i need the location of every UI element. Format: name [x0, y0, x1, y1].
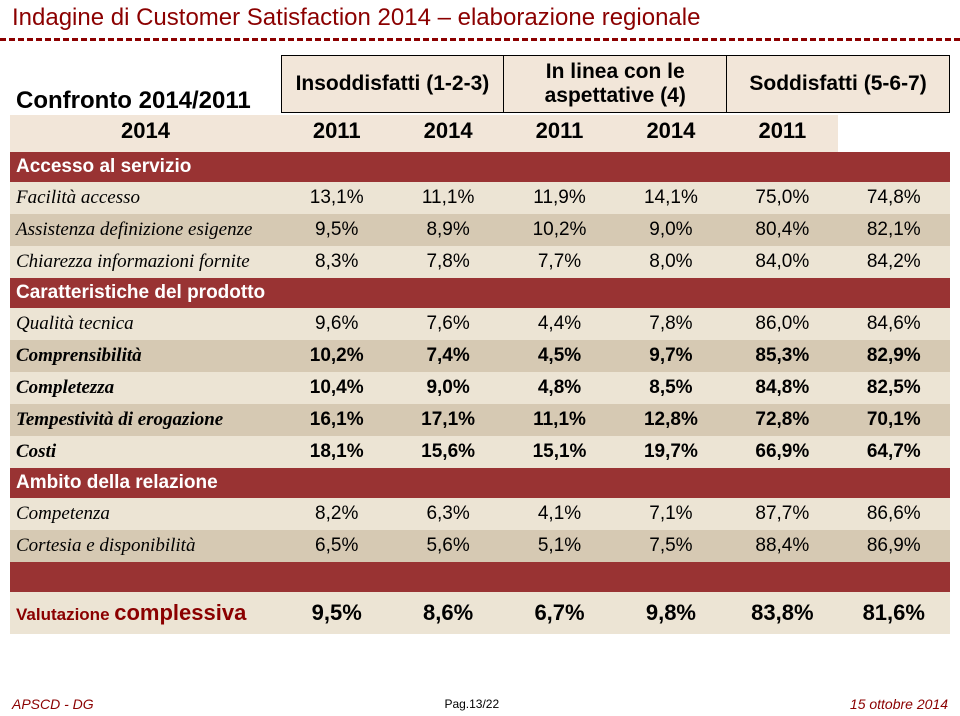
comparison-table-wrap: Confronto 2014/2011Insoddisfatti (1-2-3)… [0, 41, 960, 634]
table-cell: 82,9% [838, 340, 949, 372]
table-cell: 9,7% [615, 340, 726, 372]
footer-date: 15 ottobre 2014 [850, 696, 948, 712]
table-cell: 19,7% [615, 436, 726, 468]
summary-cell: 6,7% [504, 592, 615, 634]
comparison-table: Confronto 2014/2011Insoddisfatti (1-2-3)… [10, 55, 950, 634]
table-cell: 5,1% [504, 530, 615, 562]
table-cell: 17,1% [392, 404, 503, 436]
table-row-label: Assistenza definizione esigenze [10, 214, 281, 246]
table-cell: 10,2% [504, 214, 615, 246]
table-cell: 8,9% [392, 214, 503, 246]
table-cell: 9,0% [392, 372, 503, 404]
section-2: Ambito della relazione [10, 468, 950, 498]
table-cell: 7,6% [392, 308, 503, 340]
table-cell: 9,6% [281, 308, 392, 340]
table-cell: 8,5% [615, 372, 726, 404]
compare-label: Confronto 2014/2011 [10, 56, 281, 115]
summary-cell: 9,5% [281, 592, 392, 634]
table-cell: 7,8% [392, 246, 503, 278]
table-cell: 18,1% [281, 436, 392, 468]
table-cell: 4,5% [504, 340, 615, 372]
table-cell: 4,8% [504, 372, 615, 404]
table-cell: 13,1% [281, 182, 392, 214]
col-year-0-1: 2011 [281, 115, 392, 152]
table-row-label: Tempestività di erogazione [10, 404, 281, 436]
table-cell: 84,2% [838, 246, 949, 278]
col-year-2-1: 2011 [727, 115, 838, 152]
footer-page: Pag.13/22 [444, 697, 499, 711]
table-row-label: Facilità accesso [10, 182, 281, 214]
table-cell: 86,9% [838, 530, 949, 562]
col-group-1: In linea con le aspettative (4) [504, 56, 727, 113]
table-cell: 15,1% [504, 436, 615, 468]
table-cell: 6,5% [281, 530, 392, 562]
col-year-1-0: 2014 [392, 115, 503, 152]
table-cell: 75,0% [727, 182, 838, 214]
table-cell: 16,1% [281, 404, 392, 436]
table-cell: 8,3% [281, 246, 392, 278]
table-cell: 4,4% [504, 308, 615, 340]
table-cell: 6,3% [392, 498, 503, 530]
table-cell: 10,2% [281, 340, 392, 372]
table-cell: 80,4% [727, 214, 838, 246]
table-row-label: Chiarezza informazioni fornite [10, 246, 281, 278]
table-cell: 10,4% [281, 372, 392, 404]
page-footer: APSCD - DG Pag.13/22 15 ottobre 2014 [0, 692, 960, 716]
table-cell: 87,7% [727, 498, 838, 530]
col-group-0: Insoddisfatti (1-2-3) [281, 56, 504, 113]
table-cell: 72,8% [727, 404, 838, 436]
col-group-2: Soddisfatti (5-6-7) [727, 56, 950, 113]
summary-cell: 8,6% [392, 592, 503, 634]
summary-label: Valutazione complessiva [10, 592, 281, 634]
table-cell: 11,9% [504, 182, 615, 214]
col-year-2-0: 2014 [615, 115, 726, 152]
page-header: Indagine di Customer Satisfaction 2014 –… [0, 0, 960, 41]
table-cell: 85,3% [727, 340, 838, 372]
summary-cell: 83,8% [727, 592, 838, 634]
table-row-label: Comprensibilità [10, 340, 281, 372]
footer-left: APSCD - DG [12, 696, 94, 712]
table-cell: 86,0% [727, 308, 838, 340]
table-cell: 8,2% [281, 498, 392, 530]
section-1: Caratteristiche del prodotto [10, 278, 950, 308]
table-cell: 8,0% [615, 246, 726, 278]
table-cell: 7,5% [615, 530, 726, 562]
table-cell: 4,1% [504, 498, 615, 530]
summary-cell: 81,6% [838, 592, 949, 634]
table-row-label: Completezza [10, 372, 281, 404]
col-year-1-1: 2011 [504, 115, 615, 152]
table-cell: 5,6% [392, 530, 503, 562]
table-cell: 15,6% [392, 436, 503, 468]
table-cell: 7,7% [504, 246, 615, 278]
page-title: Indagine di Customer Satisfaction 2014 –… [12, 4, 948, 32]
table-cell: 7,1% [615, 498, 726, 530]
table-row-label: Qualità tecnica [10, 308, 281, 340]
table-cell: 70,1% [838, 404, 949, 436]
table-cell: 84,0% [727, 246, 838, 278]
table-cell: 74,8% [838, 182, 949, 214]
table-cell: 88,4% [727, 530, 838, 562]
table-cell: 66,9% [727, 436, 838, 468]
table-row-label: Cortesia e disponibilità [10, 530, 281, 562]
table-cell: 84,8% [727, 372, 838, 404]
table-row-label: Competenza [10, 498, 281, 530]
table-cell: 14,1% [615, 182, 726, 214]
section-spacer [10, 562, 950, 592]
table-cell: 7,4% [392, 340, 503, 372]
table-row-label: Costi [10, 436, 281, 468]
table-cell: 7,8% [615, 308, 726, 340]
table-cell: 82,1% [838, 214, 949, 246]
table-cell: 84,6% [838, 308, 949, 340]
col-year-0-0: 2014 [10, 115, 281, 152]
table-cell: 11,1% [504, 404, 615, 436]
table-cell: 11,1% [392, 182, 503, 214]
table-cell: 12,8% [615, 404, 726, 436]
section-0: Accesso al servizio [10, 152, 950, 182]
table-cell: 82,5% [838, 372, 949, 404]
table-cell: 9,5% [281, 214, 392, 246]
table-cell: 64,7% [838, 436, 949, 468]
table-cell: 86,6% [838, 498, 949, 530]
table-cell: 9,0% [615, 214, 726, 246]
summary-cell: 9,8% [615, 592, 726, 634]
